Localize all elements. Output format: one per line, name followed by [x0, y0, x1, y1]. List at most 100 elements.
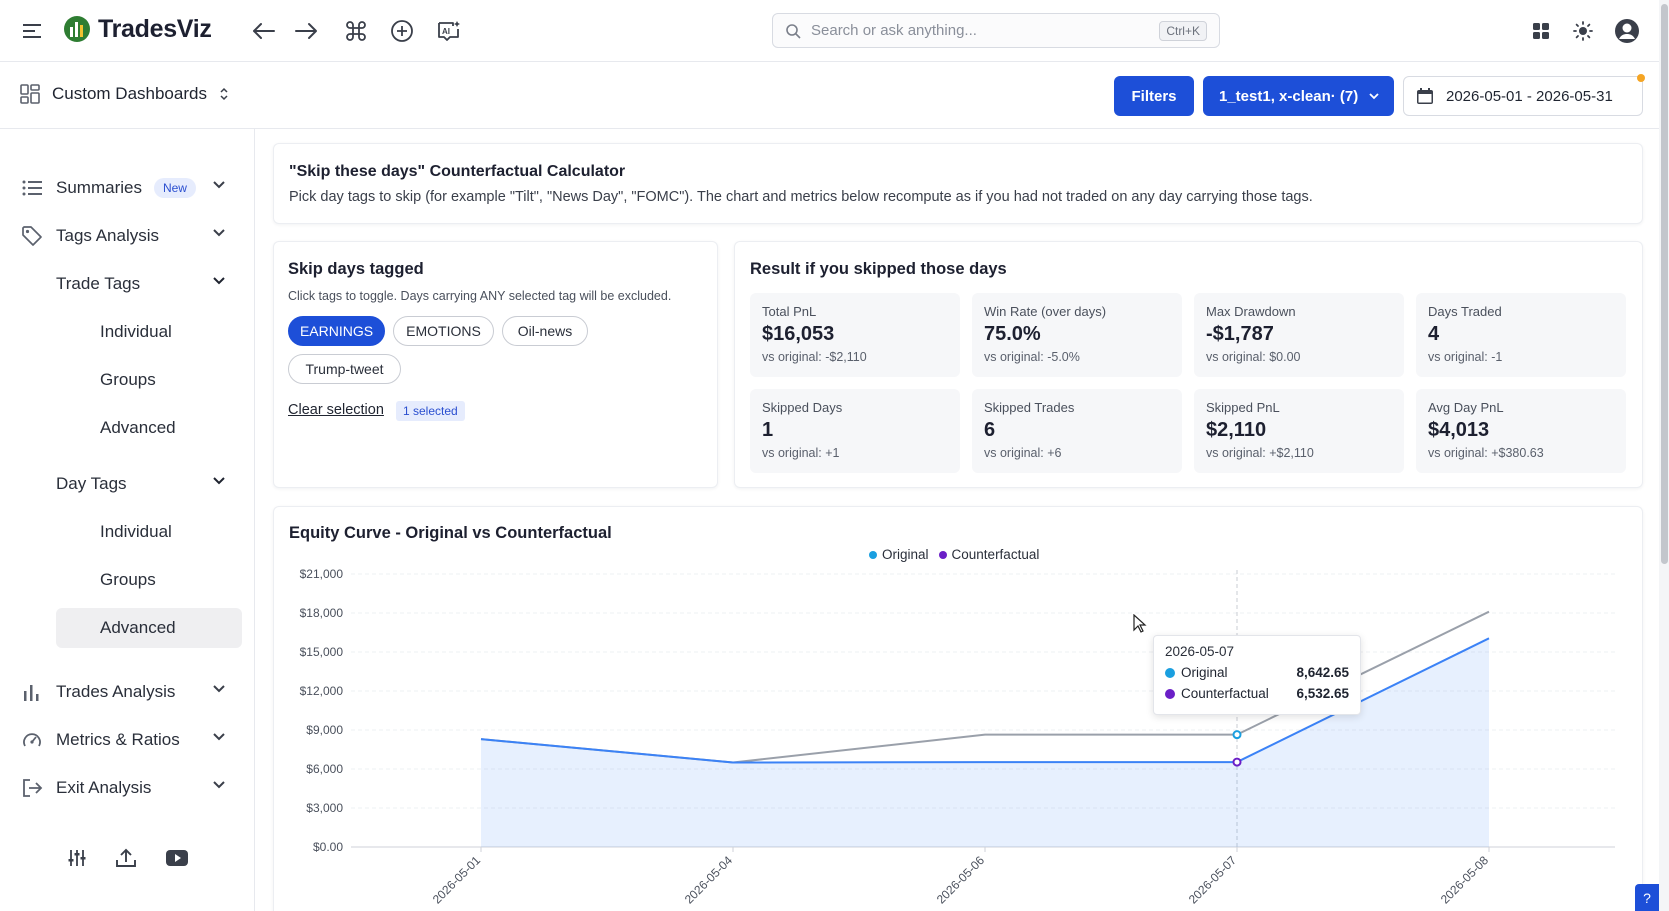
ai-chat-icon[interactable]: AI [434, 18, 464, 44]
app-logo[interactable]: TradesViz [62, 14, 212, 44]
hamburger-menu-icon[interactable] [18, 18, 46, 44]
add-circle-icon[interactable] [388, 18, 416, 44]
sidebar-item-label: Trades Analysis [56, 682, 176, 701]
upload-icon[interactable] [115, 847, 137, 869]
metric-delta: vs original: -$2,110 [762, 350, 867, 364]
chevron-down-icon [213, 181, 225, 189]
skip-card-title: Skip days tagged [288, 260, 424, 278]
date-range-picker[interactable]: 2026-05-01 - 2026-05-31 [1403, 76, 1643, 116]
youtube-icon[interactable] [165, 849, 189, 867]
tooltip-row-original: Original 8,642.65 [1165, 665, 1349, 680]
command-icon[interactable] [342, 18, 370, 44]
sidebar-item-trade-tags-individual[interactable]: Individual [100, 322, 172, 341]
y-tick-label: $0.00 [313, 840, 343, 854]
legend-item-original[interactable]: Original [869, 547, 929, 562]
y-tick-label: $12,000 [300, 684, 344, 698]
svg-text:AI: AI [442, 27, 450, 36]
account-selector-label: 1_test1, x-clean· (7) [1219, 87, 1359, 105]
tag-chip-trump-tweet[interactable]: Trump-tweet [288, 354, 401, 384]
y-tick-label: $9,000 [306, 723, 343, 737]
sidebar-item-trade-tags[interactable]: Trade Tags [56, 264, 242, 304]
sidebar-item-metrics-ratios[interactable]: Metrics & Ratios [20, 720, 240, 760]
metric-delta: vs original: +6 [984, 446, 1062, 460]
chevron-down-icon [1369, 93, 1379, 100]
metric-skipped-trades: Skipped Trades 6 vs original: +6 [972, 389, 1182, 473]
metric-avg-day-pnl: Avg Day PnL $4,013 vs original: +$380.63 [1416, 389, 1626, 473]
calendar-icon [1417, 88, 1433, 104]
metric-value: $16,053 [762, 323, 835, 345]
clear-selection-link[interactable]: Clear selection [288, 402, 384, 418]
sidebar-item-exit-analysis[interactable]: Exit Analysis [20, 768, 240, 808]
sidebar-item-trade-tags-advanced[interactable]: Advanced [100, 418, 176, 437]
tag-chip-earnings[interactable]: EARNINGS [288, 316, 385, 346]
sidebar-item-label: Metrics & Ratios [56, 730, 180, 749]
app-name: TradesViz [98, 14, 212, 43]
back-arrow-icon[interactable] [250, 18, 278, 44]
metric-days-traded: Days Traded 4 vs original: -1 [1416, 293, 1626, 377]
legend-item-counterfactual[interactable]: Counterfactual [938, 547, 1039, 562]
metric-value: -$1,787 [1206, 323, 1274, 345]
metric-win-rate: Win Rate (over days) 75.0% vs original: … [972, 293, 1182, 377]
search-bar[interactable]: Ctrl+K [772, 13, 1220, 48]
tag-chip-emotions[interactable]: EMOTIONS [393, 316, 494, 346]
metric-label: Win Rate (over days) [984, 304, 1107, 319]
tooltip-date: 2026-05-07 [1165, 644, 1235, 659]
sidebar-fade [0, 819, 254, 837]
skip-days-card: Skip days tagged Click tags to toggle. D… [273, 241, 718, 488]
legend-dot [938, 550, 947, 559]
metric-label: Skipped PnL [1206, 400, 1280, 415]
metric-label: Skipped Trades [984, 400, 1075, 415]
tooltip-series-label: Original [1181, 665, 1228, 680]
sidebar-bottom-actions [0, 835, 254, 881]
metric-delta: vs original: +1 [762, 446, 840, 460]
user-avatar-icon[interactable] [1612, 16, 1642, 46]
sliders-icon[interactable] [67, 848, 87, 868]
theme-toggle-sun-icon[interactable] [1570, 18, 1596, 44]
sidebar-item-day-tags[interactable]: Day Tags [56, 464, 242, 504]
sidebar: Summaries New Tags Analysis Trade Tags I… [0, 129, 255, 911]
bar-chart-icon [20, 680, 44, 704]
selected-count-badge: 1 selected [396, 401, 465, 421]
sidebar-item-day-tags-groups[interactable]: Groups [100, 570, 156, 589]
metric-delta: vs original: +$380.63 [1428, 446, 1544, 460]
sidebar-item-day-tags-individual[interactable]: Individual [100, 522, 172, 541]
y-tick-label: $3,000 [306, 801, 343, 815]
metric-delta: vs original: -1 [1428, 350, 1503, 364]
account-selector-button[interactable]: 1_test1, x-clean· (7) [1203, 76, 1394, 116]
sidebar-item-day-tags-advanced[interactable]: Advanced [56, 608, 242, 648]
sidebar-item-label: Day Tags [56, 474, 127, 493]
tag-chip-oil-news[interactable]: Oil-news [502, 316, 588, 346]
help-icon[interactable]: ? [1635, 884, 1659, 911]
y-tick-label: $21,000 [300, 567, 344, 581]
page-scrollbar-thumb[interactable] [1661, 4, 1668, 564]
sidebar-item-trades-analysis[interactable]: Trades Analysis [20, 672, 240, 712]
apps-grid-icon[interactable] [1528, 18, 1554, 44]
metric-value: $4,013 [1428, 419, 1490, 441]
new-badge: New [153, 178, 196, 198]
chart-tooltip: 2026-05-07 Original 8,642.65 Counterfact… [1153, 635, 1361, 715]
metric-delta: vs original: -5.0% [984, 350, 1080, 364]
chevron-down-icon [213, 477, 225, 485]
sidebar-item-label: Trade Tags [56, 274, 141, 293]
metric-delta: vs original: $0.00 [1206, 350, 1301, 364]
metric-skipped-pnl: Skipped PnL $2,110 vs original: +$2,110 [1194, 389, 1404, 473]
equity-chart[interactable]: $21,000 $18,000 $15,000 $12,000 $9,000 $6,000… [273, 560, 1643, 911]
logo-icon [64, 16, 90, 42]
dashboard-grid-icon [20, 84, 40, 104]
sidebar-item-trade-tags-groups[interactable]: Groups [100, 370, 156, 389]
tag-icon [20, 224, 44, 248]
metric-label: Skipped Days [762, 400, 843, 415]
metric-value: 4 [1428, 323, 1440, 345]
x-tick-label: 2026-05-08 [1438, 853, 1492, 907]
search-input[interactable] [811, 22, 1151, 39]
metric-skipped-days: Skipped Days 1 vs original: +1 [750, 389, 960, 473]
sidebar-item-summaries[interactable]: Summaries New [20, 168, 240, 208]
dashboard-selector[interactable]: Custom Dashboards [20, 84, 229, 104]
forward-arrow-icon[interactable] [292, 18, 320, 44]
metric-value: 1 [762, 419, 774, 441]
date-range-label: 2026-05-01 - 2026-05-31 [1446, 87, 1613, 105]
filters-button[interactable]: Filters [1114, 76, 1194, 116]
sidebar-item-tags-analysis[interactable]: Tags Analysis [20, 216, 240, 256]
highlight-point-original [1232, 730, 1242, 740]
sidebar-item-label: Exit Analysis [56, 778, 152, 797]
